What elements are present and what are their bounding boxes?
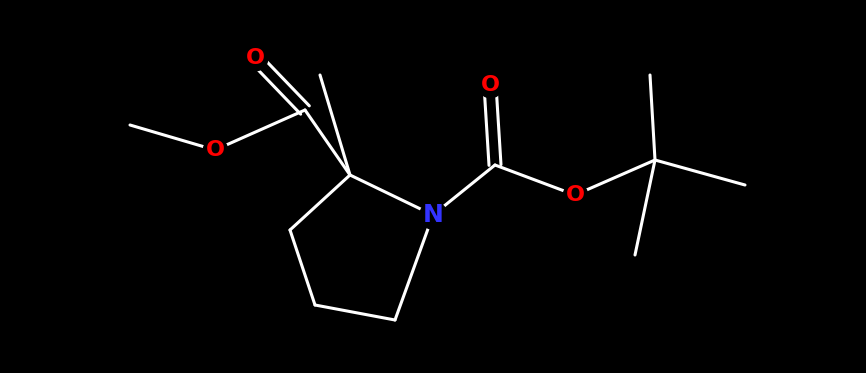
Text: O: O: [245, 48, 264, 68]
Text: O: O: [205, 140, 224, 160]
Text: N: N: [423, 203, 443, 227]
Text: O: O: [481, 75, 500, 95]
Text: O: O: [565, 185, 585, 205]
